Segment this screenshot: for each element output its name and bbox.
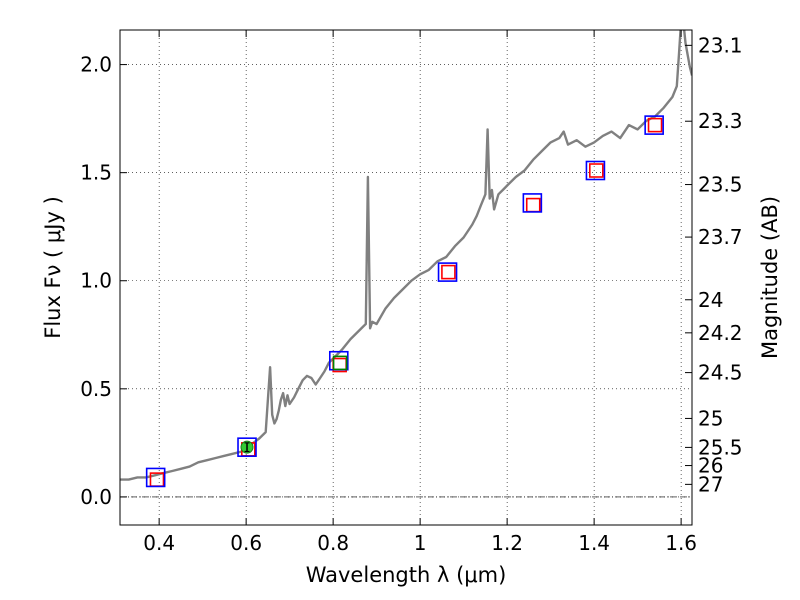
y-axis-ticks: 0.0 0.5 1.0 1.5 2.0 xyxy=(80,53,127,509)
y-axis-label: Flux Fν ( μJy ) xyxy=(41,196,65,339)
observed-photometry-square xyxy=(145,467,166,488)
magnitude-tick-label: 23.5 xyxy=(698,173,743,197)
observed-photometry-square xyxy=(585,160,606,181)
magnitude-tick-label: 26 xyxy=(698,454,723,478)
model-spectrum-line xyxy=(120,30,692,481)
x-tick-label: 1 xyxy=(414,531,427,555)
observed-photometry-square xyxy=(237,437,257,457)
model-photometry-square xyxy=(525,197,541,213)
magnitude-tick-label: 25.5 xyxy=(698,435,743,459)
y-tick-label: 2.0 xyxy=(80,53,112,77)
x-tick-label: 0.4 xyxy=(143,531,175,555)
magnitude-tick-label: 23.1 xyxy=(698,33,743,57)
x-tick-label: 1.4 xyxy=(578,531,610,555)
observed-photometry-square xyxy=(522,193,543,213)
x-tick-label: 1.2 xyxy=(491,531,523,555)
y-tick-label: 0.0 xyxy=(80,485,112,509)
plot-frame xyxy=(119,29,693,526)
y-tick-label: 0.5 xyxy=(80,377,112,401)
y-tick-label: 1.0 xyxy=(80,269,112,293)
model-photometry-square xyxy=(441,264,456,280)
model-photometry-square xyxy=(647,117,663,133)
magnitude-axis-label: Magnitude (AB) xyxy=(758,196,782,359)
magnitude-tick-label: 24.5 xyxy=(698,361,743,385)
magnitude-tick-label: 24.2 xyxy=(698,321,743,345)
x-axis-ticks: 0.4 0.6 0.8 1 1.2 1.4 1.6 xyxy=(143,30,697,555)
y-tick-label: 1.5 xyxy=(80,161,112,185)
x-tick-label: 0.6 xyxy=(230,531,262,555)
magnitude-tick-label: 25 xyxy=(698,406,723,430)
grid xyxy=(120,30,692,525)
observed-photometry-square xyxy=(437,262,458,282)
observed-photometry-square xyxy=(644,115,664,135)
green-photometry-square xyxy=(332,355,348,371)
x-tick-label: 1.6 xyxy=(665,531,697,555)
x-tick-label: 0.8 xyxy=(317,531,349,555)
series-layer xyxy=(120,30,692,488)
model-photometry-square xyxy=(589,163,604,178)
magnitude-tick-label: 23.7 xyxy=(698,225,743,249)
x-axis-label: Wavelength λ (μm) xyxy=(306,563,507,587)
magnitude-tick-label: 27 xyxy=(698,472,723,496)
magnitude-tick-label: 24 xyxy=(698,288,723,312)
magnitude-tick-label: 23.3 xyxy=(698,109,743,133)
